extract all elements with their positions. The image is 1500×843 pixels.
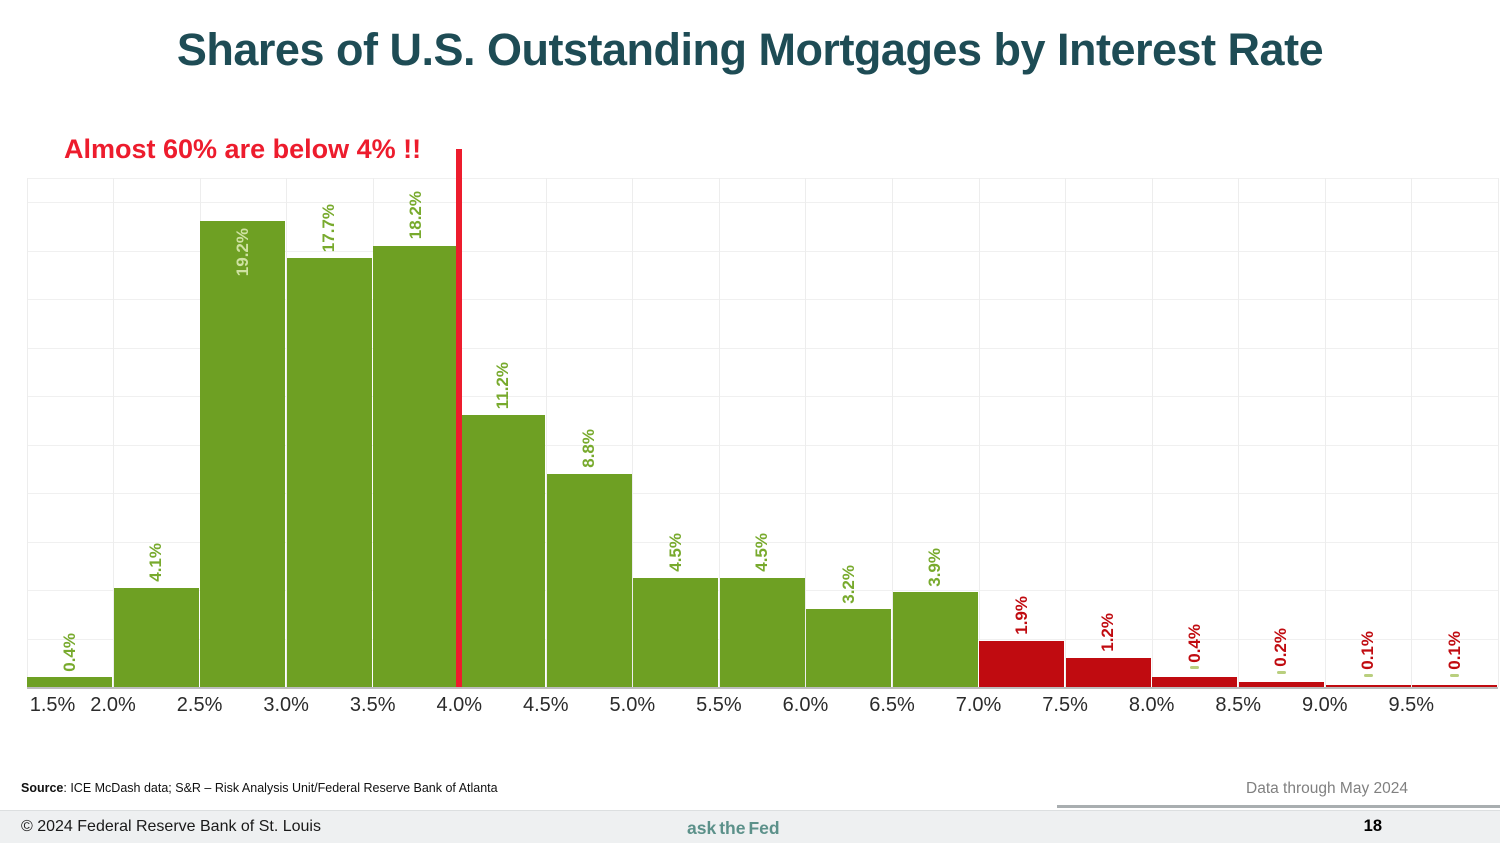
- source-label: Source: [21, 781, 64, 795]
- gridline-horizontal: [26, 396, 1498, 397]
- x-tick-label: 5.0%: [609, 694, 656, 716]
- bar-value-label: 0.2%: [1271, 628, 1291, 668]
- x-tick-label: 6.0%: [782, 694, 829, 716]
- bar: [1325, 684, 1411, 687]
- x-tick-label: 2.0%: [90, 694, 136, 716]
- bar-value-label: 0.4%: [59, 632, 79, 672]
- gridline-vertical: [1238, 178, 1240, 687]
- bar: [806, 609, 892, 687]
- footer-separator-dark: [1057, 805, 1500, 808]
- gridline-horizontal: [26, 250, 1498, 252]
- label-tick-dash: [1190, 666, 1200, 670]
- bar-value-label: 1.2%: [1098, 613, 1118, 652]
- x-tick-label: 4.5%: [523, 694, 569, 716]
- source-text: : ICE McDash data; S&R – Risk Analysis U…: [63, 781, 498, 795]
- x-axis-line: [26, 686, 1498, 689]
- bar: [1238, 682, 1324, 687]
- page-number: 18: [1363, 817, 1382, 835]
- gridline-vertical: [286, 178, 288, 687]
- bar-value-label: 0.1%: [1444, 630, 1464, 670]
- gridline-horizontal: [26, 541, 1498, 543]
- x-tick-label: 8.0%: [1128, 694, 1175, 716]
- bar-value-label: 18.2%: [405, 191, 425, 240]
- bar: [1152, 677, 1238, 687]
- bar-value-label: 3.2%: [838, 564, 858, 604]
- ask-the-fed-logo: ask the Fed: [687, 818, 783, 839]
- source-line: Source: ICE McDash data; S&R – Risk Anal…: [21, 781, 498, 795]
- gridline-horizontal: [26, 178, 1498, 179]
- gridline-horizontal: [26, 493, 1498, 494]
- gridline-vertical: [892, 178, 893, 687]
- x-tick-label: 9.5%: [1388, 694, 1435, 716]
- gridline-vertical: [372, 178, 374, 687]
- bar: [27, 677, 113, 687]
- x-tick-label: 1.5%: [29, 694, 76, 716]
- gridline-vertical: [1497, 178, 1499, 687]
- gridline-vertical: [1065, 178, 1067, 687]
- bar: [286, 257, 372, 687]
- copyright-text: © 2024 Federal Reserve Bank of St. Louis: [21, 818, 321, 835]
- bar: [892, 592, 978, 687]
- gridline-vertical: [805, 178, 807, 687]
- bar: [113, 587, 199, 687]
- bar: [719, 577, 805, 687]
- bar: [200, 221, 286, 687]
- gridline-vertical: [1324, 178, 1326, 687]
- x-tick-label: 2.5%: [176, 694, 223, 716]
- bar-value-label: 4.5%: [752, 533, 772, 572]
- gridline-vertical: [632, 178, 634, 687]
- bar-value-label: 17.7%: [319, 203, 339, 252]
- bar: [460, 415, 546, 687]
- footer-bar: © 2024 Federal Reserve Bank of St. Louis…: [0, 810, 1500, 843]
- x-tick-label: 6.5%: [869, 694, 915, 716]
- bar: [1412, 684, 1498, 687]
- bar: [633, 577, 719, 687]
- bar-value-label: 4.1%: [146, 542, 166, 582]
- gridline-vertical: [1411, 178, 1413, 687]
- gridline-vertical: [978, 178, 980, 687]
- bar-value-label: 0.4%: [1184, 623, 1204, 663]
- gridline-vertical: [545, 178, 547, 687]
- x-tick-label: 8.5%: [1215, 694, 1261, 716]
- gridline-vertical: [718, 178, 720, 687]
- label-tick-dash: [1276, 671, 1286, 675]
- bar: [546, 473, 632, 687]
- page-title: Shares of U.S. Outstanding Mortgages by …: [176, 24, 1324, 75]
- bar-value-label: 8.8%: [579, 428, 599, 468]
- gridline-horizontal: [26, 444, 1498, 446]
- bar: [1065, 657, 1151, 687]
- x-tick-label: 3.5%: [349, 694, 396, 716]
- x-tick-label: 7.5%: [1042, 694, 1088, 716]
- gridline-vertical: [199, 178, 201, 687]
- label-tick-dash: [1450, 673, 1460, 677]
- logo-the: the: [719, 818, 746, 838]
- gridline-vertical: [26, 178, 28, 687]
- x-tick-label: 5.5%: [696, 694, 742, 716]
- annotation-text: Almost 60% are below 4% !!: [64, 134, 422, 164]
- gridline-horizontal: [26, 347, 1498, 349]
- bar-value-label: 1.9%: [1011, 596, 1031, 635]
- bar: [979, 640, 1065, 687]
- bar-value-label: 3.9%: [925, 547, 945, 587]
- logo-fed: Fed: [748, 818, 780, 838]
- x-tick-label: 7.0%: [955, 694, 1002, 716]
- x-tick-label: 3.0%: [263, 694, 309, 716]
- gridline-vertical: [1151, 178, 1153, 687]
- gridline-horizontal: [26, 202, 1498, 203]
- reference-line-4pct: [456, 149, 463, 687]
- logo-ask: ask: [687, 818, 717, 838]
- bar-value-label: 0.1%: [1358, 630, 1378, 670]
- x-tick-label: 4.0%: [436, 694, 483, 716]
- gridline-horizontal: [26, 299, 1498, 300]
- data-through-note: Data through May 2024: [1246, 780, 1408, 797]
- bar-value-label: 19.2%: [232, 228, 252, 277]
- bar-value-label: 11.2%: [492, 362, 512, 410]
- bar-value-label: 4.5%: [665, 533, 685, 572]
- gridline-vertical: [113, 178, 115, 687]
- x-tick-label: 9.0%: [1301, 694, 1348, 716]
- bar: [373, 245, 459, 687]
- label-tick-dash: [1363, 673, 1373, 677]
